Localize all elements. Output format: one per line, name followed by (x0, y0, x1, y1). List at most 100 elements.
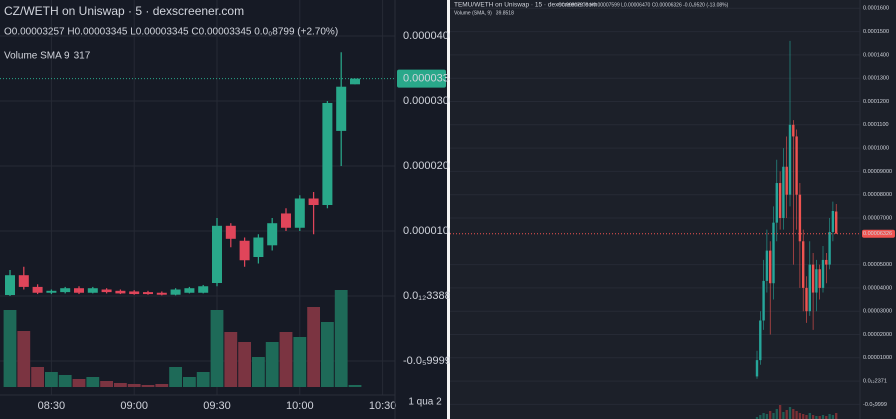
y-tick-label: 0.0001200 (863, 99, 889, 105)
volume-bar (100, 381, 113, 387)
candle-body (815, 269, 818, 293)
x-tick-label: 09:30 (203, 400, 231, 412)
candle-body (322, 102, 333, 206)
volume-bar (58, 375, 72, 387)
volume-bar (765, 414, 769, 419)
volume-bar (782, 412, 785, 419)
y-tick-label: 0.0₁₂2371 (863, 379, 887, 385)
volume-bar (785, 410, 788, 419)
candle-body (835, 211, 838, 234)
volume-bar (86, 377, 100, 387)
ohlc-legend: O0.00003257 H0.00003345 L0.00003345 C0.0… (4, 27, 338, 38)
y-tick-label: 0.00001000 (863, 355, 892, 361)
volume-bar (155, 384, 169, 387)
last-price-tag (397, 69, 446, 88)
y-tick-label: 0.00004000 (403, 30, 461, 42)
y-tick-label: 0.0001100 (863, 122, 889, 128)
candle-body (765, 250, 769, 281)
volume-bar (825, 416, 828, 419)
volume-bar (762, 413, 765, 419)
volume-bar (141, 385, 155, 387)
candle-body (762, 280, 765, 321)
y-tick-label: -0.0₅9999 (403, 355, 451, 367)
candle-body (775, 183, 778, 223)
candle-body (101, 289, 112, 293)
candle-body (759, 320, 762, 361)
candle-body (253, 237, 264, 258)
candle-body (792, 124, 795, 137)
volume-bar (811, 415, 815, 419)
y-tick-label: 0.00002000 (863, 332, 892, 338)
candle-body (60, 288, 71, 293)
volume-bar (795, 411, 798, 419)
volume-bar (805, 415, 808, 419)
volume-bar (293, 337, 307, 387)
candle-body (156, 292, 167, 295)
candle-body (778, 183, 782, 218)
volume-bar (798, 413, 802, 419)
volume-bar (114, 383, 127, 387)
candle-body (308, 198, 319, 206)
candle-body (828, 231, 831, 265)
volume-sma: 39.8518 (496, 10, 514, 16)
candle-body (769, 250, 772, 284)
y-tick-label: 0.00007000 (863, 215, 892, 221)
volume-bar (252, 357, 265, 387)
volume-bar (45, 372, 58, 387)
volume-bar (759, 415, 762, 419)
volume-bar (802, 414, 805, 419)
candle-body (788, 124, 792, 195)
volume-bar (183, 377, 196, 387)
candle-body (18, 275, 29, 287)
panel-background (450, 0, 896, 419)
candle-body (755, 360, 759, 377)
y-tick-label: 0.00002000 (403, 160, 461, 172)
volume-bar (775, 409, 778, 419)
candle-body (184, 288, 195, 293)
volume-bar (3, 310, 17, 387)
candle-body (225, 225, 236, 239)
candle-body (281, 213, 291, 228)
candle-body (336, 86, 347, 131)
volume-bar (769, 411, 772, 419)
volume-bar (772, 413, 775, 419)
candle-body (87, 288, 98, 293)
volume-bar (17, 331, 31, 387)
y-tick-label: 0.0001500 (863, 29, 889, 35)
volume-bar (307, 307, 320, 387)
volume-bar (778, 405, 782, 419)
candle-body (798, 194, 802, 242)
candle-body (5, 275, 15, 296)
y-tick-label: 0.0001000 (863, 146, 889, 152)
volume-bar (831, 415, 835, 419)
volume-bar (127, 384, 141, 387)
y-tick-label: 0.00001000 (403, 225, 461, 237)
candle-body (808, 264, 811, 312)
candle-body (821, 259, 825, 288)
volume-bar (821, 415, 825, 419)
candle-body (825, 259, 828, 265)
candle-body (805, 287, 808, 312)
candle-body (32, 286, 43, 293)
last-price-label: 0.00003345 (403, 72, 461, 84)
volume-bar (210, 310, 224, 387)
volume-bar (265, 342, 279, 387)
y-tick-label: 0.00003000 (863, 309, 892, 315)
candle-body (785, 166, 788, 195)
volume-bar (792, 409, 795, 419)
candle-body (129, 291, 140, 295)
volume-bar (196, 372, 210, 387)
candle-body (143, 292, 153, 295)
candle-body (267, 223, 278, 246)
volume-bar (279, 332, 293, 387)
x-tick-label: 10:30 (369, 400, 397, 412)
candle-body (802, 241, 805, 288)
y-tick-label: 0.00003000 (403, 95, 461, 107)
y-tick-label: -0.0₅9999 (863, 402, 887, 408)
volume-bar (828, 414, 831, 419)
chart-title: TEMU/WETH on Uniswap · 15 · dexscreener.… (454, 2, 597, 9)
candle-body (170, 289, 181, 295)
candle-body (198, 286, 209, 293)
